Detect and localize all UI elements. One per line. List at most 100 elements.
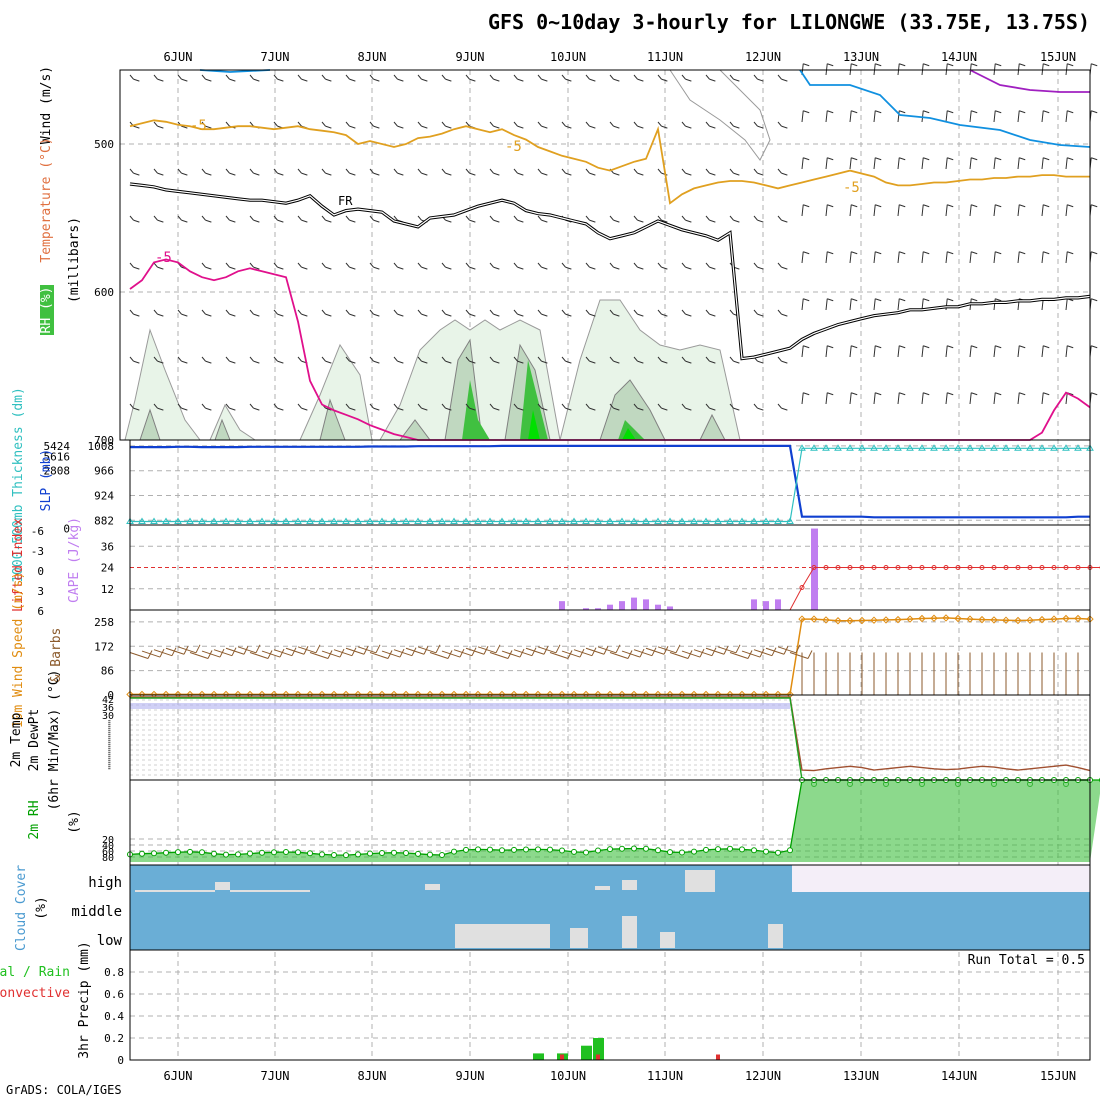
wind-barb: [873, 110, 876, 123]
wind-barb: [325, 313, 332, 317]
cloud-clear-patch: [135, 890, 215, 892]
wind-barb: [777, 356, 782, 362]
li-marker: [919, 565, 925, 570]
wind-barb: [181, 125, 188, 129]
wind-barb: [249, 215, 254, 221]
wind-barb: [801, 298, 804, 311]
surface-wind-barb: [681, 650, 701, 658]
surface-wind-barb: [255, 644, 261, 654]
surface-wind-barb: [273, 649, 293, 657]
wind-barb: [321, 309, 326, 315]
contour-label: -5: [190, 118, 207, 134]
surface-wind-barb: [393, 649, 413, 657]
wind-barb: [1043, 251, 1050, 255]
rh2m-marker: [739, 846, 745, 853]
wind-barb: [421, 360, 428, 364]
wind-barb: [249, 403, 254, 409]
wind-barb: [875, 298, 882, 302]
wind-barb: [947, 157, 954, 161]
wind-barb: [513, 309, 518, 315]
thickness-marker: [354, 517, 362, 524]
wind-barb: [397, 125, 404, 129]
wind-barb: [277, 407, 284, 411]
li-marker: [871, 565, 877, 570]
thickness-marker: [930, 444, 938, 451]
wind-barb: [897, 110, 900, 123]
wind-speed-marker: [930, 614, 938, 622]
rh2m-marker: [751, 847, 757, 854]
wind-barb: [709, 360, 716, 364]
surface-wind-barb: [321, 650, 341, 658]
wind-barb: [493, 360, 500, 364]
thickness-marker: [954, 444, 962, 451]
wind-barb: [177, 403, 182, 409]
thickness-marker: [306, 517, 314, 524]
temp-tick-label: -: [107, 754, 112, 764]
x-tick-label-top: 7JUN: [261, 50, 290, 64]
surface-wind-barb: [777, 646, 797, 654]
wind-barb: [781, 407, 788, 411]
rh2m-marker: [775, 849, 781, 856]
wind-barb: [325, 125, 332, 129]
rh2m-marker: [475, 846, 481, 853]
wind-barb: [369, 215, 374, 221]
wind-barb: [969, 392, 972, 405]
surface-wind-barb: [459, 648, 465, 658]
wind-barb: [777, 403, 782, 409]
cape-bar: [559, 601, 565, 610]
surface-wind-barb: [591, 647, 597, 656]
wind-barb: [297, 403, 302, 409]
wind-barb: [849, 157, 852, 170]
surface-wind-barb: [261, 650, 281, 658]
axis-label-dewpt2m: 2m DewPt: [27, 709, 42, 772]
wind-barb: [157, 360, 164, 364]
rh-tick-label: 60: [102, 847, 114, 858]
thickness-marker: [342, 517, 350, 524]
temp2m-band: [130, 703, 790, 709]
wind-barb: [1043, 157, 1050, 161]
wind-barb: [541, 266, 548, 270]
wind-barb: [633, 121, 638, 127]
wind-barb: [1065, 63, 1068, 76]
li-marker: [1015, 565, 1021, 570]
wind-barb: [657, 356, 662, 362]
wind-barb: [493, 172, 500, 176]
cloud-clear-patch: [455, 924, 550, 948]
temp-tick-label: -: [107, 746, 112, 756]
wind-barb: [445, 266, 452, 270]
li-marker: [955, 565, 961, 570]
wind-barb: [153, 262, 158, 268]
wind-barb: [517, 266, 524, 270]
wind-barb: [705, 356, 710, 362]
surface-wind-barb: [753, 649, 773, 657]
wind-barb: [633, 309, 638, 315]
wind-barb: [277, 219, 284, 223]
wind-barb: [537, 403, 542, 409]
wind-barb: [561, 403, 566, 409]
rh2m-marker: [211, 850, 217, 857]
surface-wind-barb: [213, 649, 233, 657]
surface-wind-barb: [501, 650, 521, 658]
wind-barb: [921, 63, 924, 76]
wind-barb: [803, 392, 810, 396]
wind-barb: [825, 204, 828, 217]
wind-barb: [133, 266, 140, 270]
contour-label: -5: [505, 139, 522, 155]
wind-barb: [201, 74, 206, 80]
wind-barb: [301, 219, 308, 223]
wind-barb: [565, 266, 572, 270]
cape-tick-label: 24: [101, 562, 115, 575]
wind-barb: [585, 215, 590, 221]
li-marker: [1003, 565, 1009, 570]
li-marker: [1051, 565, 1057, 570]
wind-barb: [585, 356, 590, 362]
wind-barb: [465, 309, 470, 315]
wind-barb: [661, 313, 668, 317]
surface-wind-barb: [609, 652, 629, 659]
surface-wind-barb: [741, 650, 761, 658]
thickness-marker: [714, 517, 722, 524]
wind-barb: [995, 392, 1002, 396]
wind-barb: [417, 356, 422, 362]
wind-barb: [585, 168, 590, 174]
wind-barb: [369, 262, 374, 268]
